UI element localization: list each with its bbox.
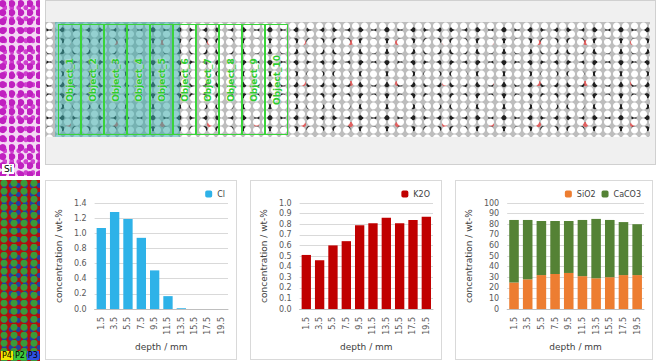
svg-text:30: 30: [489, 273, 499, 282]
svg-text:1.5: 1.5: [302, 317, 311, 330]
svg-text:15.5: 15.5: [395, 317, 404, 335]
html-text:Object_1: Object_1: [64, 57, 75, 102]
svg-text:0.3: 0.3: [279, 273, 292, 282]
svg-text:15.5: 15.5: [190, 317, 199, 335]
svg-text:19.5: 19.5: [217, 317, 226, 335]
svg-text:Cl: Cl: [217, 190, 225, 199]
svg-text:0.9: 0.9: [279, 209, 292, 218]
svg-text:3.5: 3.5: [110, 317, 119, 330]
svg-text:9.5: 9.5: [355, 317, 364, 330]
svg-text:90: 90: [489, 209, 499, 218]
html-text:Object_9: Object_9: [248, 57, 259, 102]
svg-text:13.5: 13.5: [382, 317, 391, 335]
svg-text:0.0: 0.0: [74, 305, 87, 314]
html-text:Object_8: Object_8: [225, 57, 236, 102]
svg-text:13.5: 13.5: [592, 317, 601, 335]
svg-text:7.5: 7.5: [137, 317, 146, 330]
svg-text:0.4: 0.4: [279, 262, 292, 271]
svg-text:1.5: 1.5: [510, 317, 519, 330]
svg-text:10: 10: [489, 294, 499, 303]
svg-text:1.0: 1.0: [74, 229, 87, 238]
svg-text:7.5: 7.5: [342, 317, 351, 330]
svg-text:5.5: 5.5: [328, 317, 337, 330]
svg-text:concentration / wt-%: concentration / wt-%: [259, 209, 269, 303]
svg-text:SiO2: SiO2: [577, 190, 596, 199]
svg-text:19.5: 19.5: [633, 317, 642, 335]
svg-text:20: 20: [489, 283, 499, 292]
svg-text:50: 50: [489, 252, 499, 261]
svg-text:9.5: 9.5: [150, 317, 159, 330]
html-text:Object_4: Object_4: [133, 57, 144, 102]
svg-text:concentration / wt-%: concentration / wt-%: [464, 209, 474, 303]
svg-text:1.0: 1.0: [279, 199, 292, 208]
svg-text:0: 0: [494, 305, 499, 314]
svg-text:17.5: 17.5: [619, 317, 628, 335]
svg-text:0.5: 0.5: [279, 252, 292, 261]
html-text:Si: Si: [4, 164, 13, 174]
html-text:Object_7: Object_7: [202, 57, 213, 102]
svg-text:concentration / wt-%: concentration / wt-%: [54, 209, 64, 303]
svg-text:0.2: 0.2: [279, 283, 292, 292]
svg-text:0.7: 0.7: [279, 230, 292, 239]
svg-text:1.2: 1.2: [74, 214, 87, 223]
svg-text:5.5: 5.5: [537, 317, 546, 330]
svg-text:0.6: 0.6: [279, 241, 292, 250]
svg-text:100: 100: [484, 199, 499, 208]
svg-text:17.5: 17.5: [203, 317, 212, 335]
svg-text:80: 80: [489, 220, 499, 229]
svg-text:depth / mm: depth / mm: [549, 342, 601, 352]
svg-text:1.5: 1.5: [97, 317, 106, 330]
svg-text:3.5: 3.5: [523, 317, 532, 330]
svg-text:40: 40: [489, 262, 499, 271]
svg-text:19.5: 19.5: [422, 317, 431, 335]
svg-text:11.5: 11.5: [578, 317, 587, 335]
svg-text:0.8: 0.8: [279, 220, 292, 229]
svg-text:3.5: 3.5: [315, 317, 324, 330]
html-text:Object_2: Object_2: [87, 57, 98, 102]
html-text:Object_6: Object_6: [179, 57, 190, 102]
svg-text:11.5: 11.5: [368, 317, 377, 335]
svg-text:5.5: 5.5: [123, 317, 132, 330]
svg-text:depth / mm: depth / mm: [135, 342, 187, 352]
svg-text:11.5: 11.5: [163, 317, 172, 335]
svg-text:9.5: 9.5: [564, 317, 573, 330]
svg-text:17.5: 17.5: [408, 317, 417, 335]
svg-text:CaCO3: CaCO3: [614, 190, 641, 199]
svg-text:0.1: 0.1: [279, 294, 292, 303]
html-text:Object_10: Object_10: [271, 54, 282, 105]
svg-text:0.0: 0.0: [279, 305, 292, 314]
svg-text:0.8: 0.8: [74, 244, 87, 253]
svg-text:K2O: K2O: [413, 190, 430, 199]
svg-text:70: 70: [489, 230, 499, 239]
svg-text:depth / mm: depth / mm: [340, 342, 392, 352]
svg-text:0.4: 0.4: [74, 274, 87, 283]
html-text:Object_5: Object_5: [156, 57, 167, 102]
svg-text:7.5: 7.5: [551, 317, 560, 330]
svg-text:1.4: 1.4: [74, 199, 87, 208]
svg-text:60: 60: [489, 241, 499, 250]
svg-text:15.5: 15.5: [605, 317, 614, 335]
svg-text:13.5: 13.5: [177, 317, 186, 335]
html-text:Object_3: Object_3: [110, 57, 121, 102]
html-text:P4 P2 P3: P4 P2 P3: [2, 351, 38, 360]
svg-text:0.2: 0.2: [74, 289, 87, 298]
svg-text:0.6: 0.6: [74, 259, 87, 268]
